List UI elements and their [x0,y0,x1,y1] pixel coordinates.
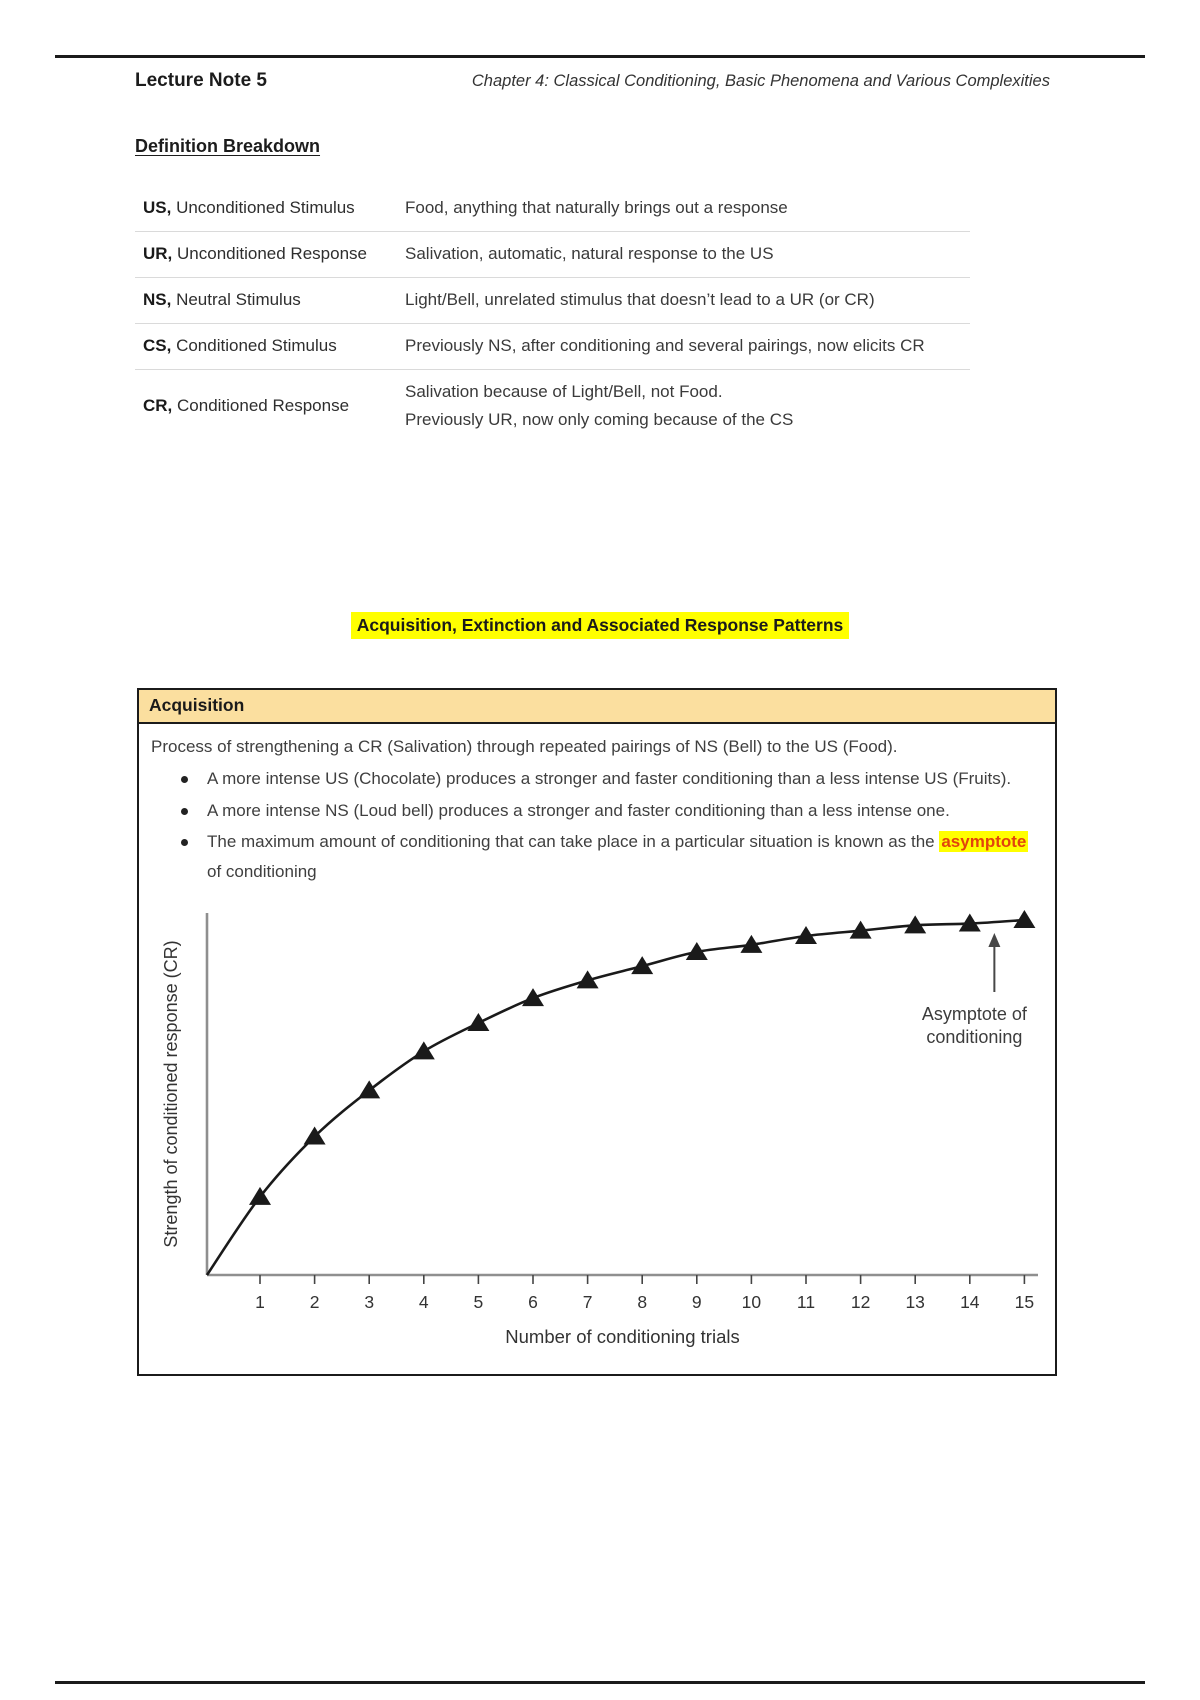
table-row: NS, Neutral Stimulus Light/Bell, unrelat… [135,278,970,324]
x-tick-label: 9 [692,1292,702,1312]
footer-rule [55,1681,1145,1684]
bullet-text-post: of conditioning [207,862,317,881]
x-tick-label: 10 [742,1292,762,1312]
term-cell: UR, Unconditioned Response [135,240,373,269]
term-cell: NS, Neutral Stimulus [135,286,373,315]
term-abbr: CS, [143,335,172,355]
x-tick-label: 13 [905,1292,924,1312]
section-heading-highlighted: Acquisition, Extinction and Associated R… [350,612,850,639]
x-tick-label: 2 [310,1292,320,1312]
x-tick-label: 5 [474,1292,484,1312]
bullet-text-pre: The maximum amount of conditioning that … [207,832,940,852]
x-tick-label: 15 [1015,1292,1034,1312]
table-row: CR, Conditioned Response Salivation beca… [135,370,970,444]
data-point-marker [685,941,708,960]
y-axis-title: Strength of conditioned response (CR) [161,940,181,1247]
annotation-arrow-head [988,932,1001,947]
bullet-item: A more intense NS (Loud bell) produces a… [151,796,1035,826]
acquisition-bullet-list: A more intense US (Chocolate) produces a… [151,764,1035,887]
table-row: UR, Unconditioned Response Salivation, a… [135,232,970,278]
x-tick-label: 12 [851,1292,870,1312]
data-point-marker [631,955,654,974]
term-abbr: CR, [143,396,173,415]
term-name: Neutral Stimulus [176,289,301,309]
acquisition-chart: 1 2 3 4 5 6 7 8 9 10 11 12 13 14 15 Number of condition… [151,889,1038,1374]
data-point-marker [522,987,544,1006]
definitions-table: US, Unconditioned Stimulus Food, anythin… [135,186,970,443]
header-rule [55,55,1145,58]
table-row: CS, Conditioned Stimulus Previously NS, … [135,324,970,370]
acquisition-intro: Process of strengthening a CR (Salivatio… [151,737,898,756]
document-title: Lecture Note 5 [135,70,267,91]
acquisition-curve [205,918,1025,1276]
term-abbr: US, [143,198,172,217]
annotation-text: conditioning [926,1027,1022,1047]
definition-line-1: Salivation because of Light/Bell, not Fo… [405,381,723,401]
definition-cell: Salivation because of Light/Bell, not Fo… [373,378,970,436]
data-point-marker [795,925,817,944]
section-heading-container: Acquisition, Extinction and Associated R… [0,612,1200,639]
term-cell: CR, Conditioned Response [135,392,373,421]
x-tick-label: 6 [528,1292,538,1312]
bullet-item: The maximum amount of conditioning that … [151,827,1035,887]
data-point-marker [1013,909,1036,928]
acquisition-box: Acquisition Process of strengthening a C… [137,688,1057,1376]
annotation-text: Asymptote of [922,1004,1028,1024]
x-tick-label: 4 [419,1292,429,1312]
x-tick-label: 14 [960,1292,980,1312]
term-name: Conditioned Response [177,396,350,415]
definitions-heading: Definition Breakdown [135,136,321,156]
definition-cell: Previously NS, after conditioning and se… [405,335,925,355]
data-point-marker [358,1080,381,1099]
chapter-subtitle: Chapter 4: Classical Conditioning, Basic… [471,72,1050,90]
data-point-marker [849,920,872,939]
term-name: Conditioned Stimulus [176,335,337,355]
data-point-marker [303,1126,326,1145]
definition-cell: Salivation, automatic, natural response … [405,243,774,263]
term-abbr: UR, [143,243,173,263]
data-point-marker [740,934,763,953]
data-point-marker [412,1041,435,1060]
data-point-marker [958,913,981,932]
bullet-item: A more intense US (Chocolate) produces a… [151,764,1035,794]
page-header: Lecture Note 5 Chapter 4: Classical Cond… [135,70,1050,92]
definition-line-2: Previously UR, now only coming because o… [405,410,794,430]
acquisition-box-title: Acquisition [139,690,1055,724]
data-point-marker [467,1012,490,1031]
table-row: US, Unconditioned Stimulus Food, anythin… [135,186,970,232]
asymptote-highlighted-word: asymptote [939,831,1029,853]
term-cell: CS, Conditioned Stimulus [135,332,373,361]
term-abbr: NS, [143,289,172,309]
x-tick-label: 7 [583,1292,593,1312]
data-point-marker [904,915,927,934]
x-tick-label: 1 [255,1292,265,1312]
definition-cell: Food, anything that naturally brings out… [405,198,788,217]
x-tick-label: 8 [637,1292,647,1312]
x-tick-label: 3 [364,1292,374,1312]
term-name: Unconditioned Stimulus [176,198,355,217]
x-tick-label: 11 [797,1292,815,1312]
data-point-marker [249,1186,271,1205]
x-axis-title: Number of conditioning trials [505,1326,739,1347]
acquisition-box-body: Process of strengthening a CR (Salivatio… [139,724,1055,1374]
definition-cell: Light/Bell, unrelated stimulus that does… [405,289,875,309]
term-cell: US, Unconditioned Stimulus [135,194,373,223]
data-point-marker [576,970,599,989]
term-name: Unconditioned Response [177,243,367,263]
